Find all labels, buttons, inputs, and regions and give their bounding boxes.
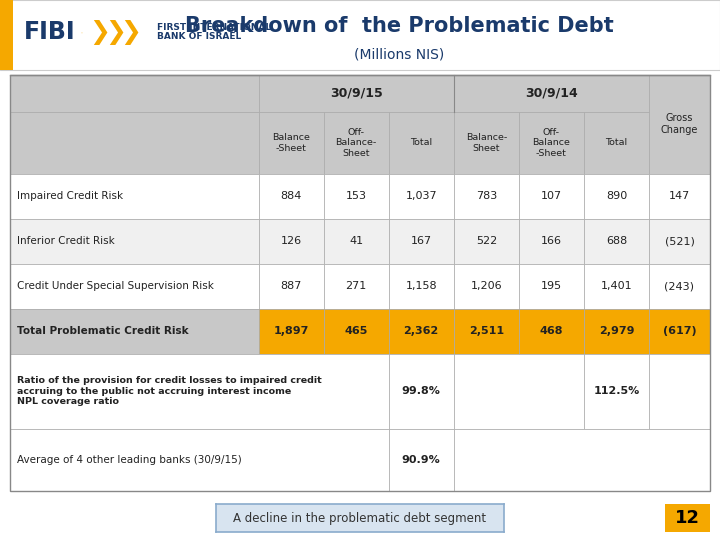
Text: FIRST INTERNATIONAL: FIRST INTERNATIONAL <box>157 23 271 31</box>
Text: Gross
Change: Gross Change <box>661 113 698 135</box>
Text: (617): (617) <box>662 326 696 336</box>
Text: (521): (521) <box>665 237 694 246</box>
Text: Total Problematic Credit Risk: Total Problematic Credit Risk <box>17 326 189 336</box>
Text: 468: 468 <box>540 326 563 336</box>
Text: 166: 166 <box>541 237 562 246</box>
Text: 30/9/14: 30/9/14 <box>525 87 577 100</box>
Text: 12: 12 <box>675 509 700 528</box>
Text: 688: 688 <box>606 237 627 246</box>
Text: (Millions NIS): (Millions NIS) <box>354 47 445 61</box>
Text: 126: 126 <box>281 237 302 246</box>
Text: 99.8%: 99.8% <box>402 386 441 396</box>
Text: Balance
-Sheet: Balance -Sheet <box>272 133 310 153</box>
Text: Average of 4 other leading banks (30/9/15): Average of 4 other leading banks (30/9/1… <box>17 455 242 465</box>
Text: 2,979: 2,979 <box>599 326 634 336</box>
Text: A decline in the problematic debt segment: A decline in the problematic debt segmen… <box>233 512 487 525</box>
Text: Inferior Credit Risk: Inferior Credit Risk <box>17 237 115 246</box>
Text: (243): (243) <box>665 281 695 291</box>
Text: 1,401: 1,401 <box>600 281 632 291</box>
Text: FIBI: FIBI <box>24 21 76 44</box>
Text: }}}: }}} <box>81 31 84 34</box>
Text: ❯: ❯ <box>89 20 110 45</box>
Text: Total: Total <box>606 138 628 147</box>
Text: Off-
Balance
-Sheet: Off- Balance -Sheet <box>533 128 570 158</box>
Text: 41: 41 <box>349 237 363 246</box>
Text: 30/9/15: 30/9/15 <box>330 87 382 100</box>
Text: 195: 195 <box>541 281 562 291</box>
Text: 167: 167 <box>410 237 432 246</box>
Text: 884: 884 <box>280 191 302 201</box>
Text: Balance-
Sheet: Balance- Sheet <box>466 133 507 153</box>
Text: 112.5%: 112.5% <box>593 386 639 396</box>
Text: 153: 153 <box>346 191 366 201</box>
Text: 465: 465 <box>344 326 368 336</box>
Text: 783: 783 <box>476 191 497 201</box>
Text: Breakdown of  the Problematic Debt: Breakdown of the Problematic Debt <box>185 16 614 36</box>
Text: 107: 107 <box>541 191 562 201</box>
Text: Ratio of the provision for credit losses to impaired credit
accruing to the publ: Ratio of the provision for credit losses… <box>17 376 322 406</box>
Text: 90.9%: 90.9% <box>402 455 441 465</box>
Text: 1,897: 1,897 <box>274 326 309 336</box>
Text: 147: 147 <box>669 191 690 201</box>
Text: 2,511: 2,511 <box>469 326 504 336</box>
Text: 887: 887 <box>280 281 302 291</box>
Text: ❯: ❯ <box>104 20 126 45</box>
Text: Off-
Balance-
Sheet: Off- Balance- Sheet <box>336 128 377 158</box>
Text: Impaired Credit Risk: Impaired Credit Risk <box>17 191 123 201</box>
Text: 1,037: 1,037 <box>405 191 437 201</box>
Text: 271: 271 <box>346 281 366 291</box>
Text: Credit Under Special Supervision Risk: Credit Under Special Supervision Risk <box>17 281 214 291</box>
Text: 1,206: 1,206 <box>470 281 502 291</box>
Text: BANK OF ISRAEL: BANK OF ISRAEL <box>157 32 241 40</box>
Text: 1,158: 1,158 <box>405 281 437 291</box>
Text: Total: Total <box>410 138 432 147</box>
Text: 522: 522 <box>476 237 497 246</box>
Text: 2,362: 2,362 <box>404 326 439 336</box>
Text: 890: 890 <box>606 191 627 201</box>
Text: ❯: ❯ <box>120 20 142 45</box>
